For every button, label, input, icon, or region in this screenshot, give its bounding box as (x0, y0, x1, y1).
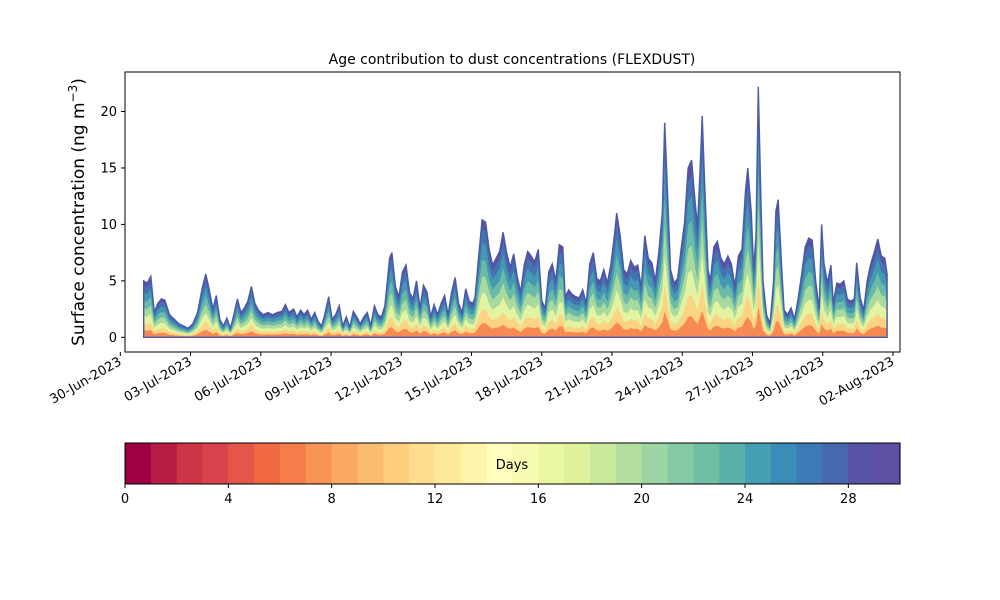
y-tick-label: 0 (109, 331, 117, 346)
colorbar-segment (538, 443, 565, 484)
colorbar-segment (176, 443, 204, 484)
colorbar-segment (305, 443, 333, 484)
colorbar-segment (770, 443, 798, 484)
colorbar-segment (331, 443, 359, 484)
axes-frame (124, 71, 901, 353)
x-tick-label: 09-Jul-2023 (262, 354, 335, 405)
colorbar-frame (124, 442, 901, 485)
colorbar-segment (822, 443, 849, 484)
colorbar-segment (641, 443, 669, 484)
colorbar-segments (125, 443, 901, 484)
colorbar-segment (745, 443, 772, 484)
x-tick-label: 12-Jul-2023 (332, 354, 405, 405)
x-tick-label: 30-Jun-2023 (47, 354, 124, 407)
colorbar-tick-label: 0 (121, 492, 129, 507)
stacked-area-layer (143, 86, 888, 338)
colorbar-segment (874, 443, 901, 484)
y-axis-label: Surface concentration (ng m−3) (66, 78, 89, 346)
colorbar: Days 0 4 8 12 16 20 24 28 (121, 442, 901, 507)
y-axis-label-main: Surface concentration (ng m (69, 102, 89, 345)
colorbar-segment (383, 443, 410, 484)
x-tick-label: 24-Jul-2023 (613, 354, 686, 405)
colorbar-tick-label: 16 (530, 492, 547, 507)
colorbar-tick-label: 12 (427, 492, 444, 507)
y-axis-label-sup: −3 (66, 85, 80, 103)
colorbar-segment (486, 443, 514, 484)
x-tick-label: 18-Jul-2023 (473, 354, 546, 405)
colorbar-segment (848, 443, 875, 484)
colorbar-segment (460, 443, 488, 484)
colorbar-ticks: 0 4 8 12 16 20 24 28 (121, 484, 857, 507)
y-axis-label-close: ) (69, 78, 89, 85)
colorbar-segment (409, 443, 436, 484)
colorbar-segment (590, 443, 617, 484)
colorbar-segment (150, 443, 178, 484)
y-tick-label: 20 (100, 105, 117, 120)
x-tick-label: 02-Aug-2023 (817, 354, 897, 409)
colorbar-label: Days (496, 458, 529, 473)
colorbar-tick-label: 28 (840, 492, 857, 507)
colorbar-segment (125, 443, 152, 484)
colorbar-segment (202, 443, 229, 484)
colorbar-segment (280, 443, 307, 484)
total-outline (143, 86, 888, 338)
colorbar-segment (796, 443, 824, 484)
colorbar-segment (719, 443, 746, 484)
x-tick-label: 03-Jul-2023 (122, 354, 195, 405)
x-axis-ticks: 30-Jun-202303-Jul-202306-Jul-202309-Jul-… (47, 352, 897, 410)
age-band-7 (143, 307, 888, 338)
colorbar-segment (615, 443, 643, 484)
y-axis-ticks: 0 5 10 15 20 (100, 105, 125, 346)
colorbar-tick-label: 24 (737, 492, 754, 507)
colorbar-segment (254, 443, 281, 484)
colorbar-tick-label: 20 (633, 492, 650, 507)
colorbar-segment (512, 443, 539, 484)
x-tick-label: 15-Jul-2023 (403, 354, 476, 405)
plot-area: 0 5 10 15 20 30-Jun-202303-Jul-202306-Jul-20… (47, 71, 901, 410)
colorbar-tick-label: 4 (224, 492, 232, 507)
x-tick-label: 21-Jul-2023 (543, 354, 616, 405)
colorbar-tick-label: 8 (328, 492, 336, 507)
y-tick-label: 15 (100, 161, 117, 176)
colorbar-segment (357, 443, 384, 484)
colorbar-segment (435, 443, 462, 484)
y-tick-label: 5 (109, 274, 117, 289)
colorbar-segment (564, 443, 591, 484)
x-tick-label: 06-Jul-2023 (192, 354, 265, 405)
colorbar-segment (693, 443, 720, 484)
colorbar-segment (667, 443, 694, 484)
x-tick-label: 30-Jul-2023 (754, 354, 827, 405)
y-tick-label: 10 (100, 218, 117, 233)
chart-title: Age contribution to dust concentrations … (329, 52, 696, 68)
x-tick-label: 27-Jul-2023 (684, 354, 757, 405)
colorbar-segment (228, 443, 255, 484)
